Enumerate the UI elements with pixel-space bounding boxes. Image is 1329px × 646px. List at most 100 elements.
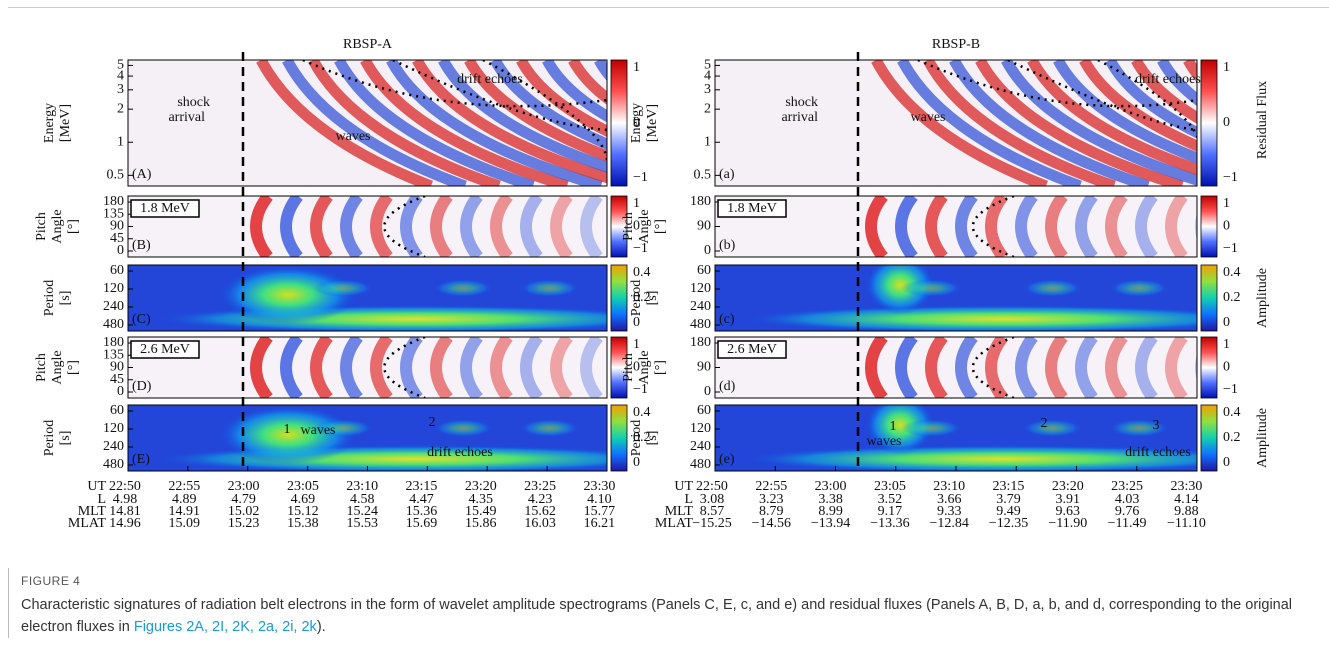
y-axis-label: Pitch [34, 212, 49, 241]
colorbar-label: 0 [633, 455, 640, 470]
y-tick-label: 0 [117, 384, 124, 399]
ephemeris-value: 9.49 [996, 504, 1021, 519]
colorbar-label: −1 [1223, 382, 1238, 397]
y-tick-label: 180 [103, 194, 124, 209]
ephemeris-label: L [97, 492, 106, 507]
band [739, 305, 1197, 331]
colorbar [610, 264, 628, 332]
flux-stripe [1131, 60, 1197, 124]
ephemeris-label: UT [87, 479, 106, 494]
flux-arc [520, 196, 543, 257]
ephemeris-value: −13.36 [870, 516, 909, 531]
tag: 2.6 MeV [727, 342, 777, 357]
tag-box [130, 199, 200, 218]
flux-arc [430, 337, 453, 398]
ephemeris-value: −11.90 [1048, 516, 1087, 531]
colorbar-label: 1 [633, 337, 640, 352]
colorbar-label: 0.2 [633, 290, 651, 305]
y-tick-label: 2 [704, 101, 711, 116]
panel-frame [127, 59, 608, 187]
flux-arc [895, 196, 918, 257]
y-tick-label: 120 [690, 281, 711, 296]
ephemeris-value: 22:50 [109, 479, 141, 494]
ephemeris-value: 14.96 [109, 516, 141, 531]
flux-arc [1015, 196, 1038, 257]
y-tick-label: 45 [110, 231, 124, 246]
annotation: waves [911, 110, 946, 125]
flux-arc [400, 337, 423, 398]
ephemeris-label: L [684, 492, 693, 507]
ephemeris-value: 4.89 [172, 492, 197, 507]
colorbar-label: 0 [633, 219, 640, 234]
y-axis-label: [°] [66, 360, 81, 375]
colorbar-label: 1 [633, 196, 640, 211]
colorbar [1200, 336, 1218, 399]
colorbar [1200, 404, 1218, 472]
blob [519, 419, 580, 438]
ephemeris-value: 22:55 [755, 479, 787, 494]
panel [128, 196, 607, 257]
ephemeris-label: UT [674, 479, 693, 494]
blob [433, 419, 494, 438]
colorbar-label: 0.4 [1223, 265, 1241, 280]
flux-stripe [1001, 60, 1197, 186]
ephemeris-value: 4.23 [528, 492, 553, 507]
dotted-curve [392, 60, 607, 132]
y-axis-label: [s] [645, 291, 660, 306]
flux-arc [1135, 337, 1158, 398]
y-tick-label: 135 [103, 347, 124, 362]
ephemeris-value: 4.03 [1115, 492, 1140, 507]
y-axis-label: [°] [653, 219, 668, 234]
y-tick-label: 180 [103, 335, 124, 350]
annotation: waves [301, 423, 336, 438]
blob [865, 265, 935, 315]
y-tick-label: 480 [690, 457, 711, 472]
colorbar-label: 0 [1223, 115, 1230, 130]
ephemeris-value: 15.62 [524, 504, 556, 519]
flux-stripe [975, 60, 1184, 186]
flux-arc [925, 337, 948, 398]
panel-letter: (c) [719, 312, 735, 327]
ephemeris-value: 23:10 [346, 479, 378, 494]
flux-stripe [464, 60, 607, 162]
colorbar-label: 0.2 [633, 430, 651, 445]
annotation: drift echoes [1125, 445, 1191, 460]
ephemeris-value: 3.79 [996, 492, 1021, 507]
annotation: drift echoes [457, 72, 523, 87]
annotation: drift echoes [1135, 72, 1201, 87]
flux-arc [280, 196, 303, 257]
ephemeris-value: 9.33 [937, 504, 962, 519]
colorbar-label: 0 [1223, 455, 1230, 470]
flux-arc [340, 337, 363, 398]
blob [1109, 279, 1170, 298]
colorbar [610, 404, 628, 472]
y-tick-label: 180 [690, 335, 711, 350]
y-axis-label: Period [42, 420, 57, 457]
y-tick-label: 1 [704, 134, 711, 149]
blob [433, 279, 494, 298]
y-tick-label: 45 [110, 372, 124, 387]
y-axis-label: Pitch [34, 353, 49, 382]
flux-arc [490, 196, 513, 257]
y-tick-label: 90 [697, 219, 711, 234]
ephemeris-value: 4.47 [409, 492, 434, 507]
ephemeris-value: 15.36 [406, 504, 438, 519]
ephemeris-value: 22:55 [168, 479, 200, 494]
y-axis-label: Angle [637, 350, 652, 384]
ephemeris-value: 23:25 [524, 479, 556, 494]
flux-stripe [1053, 60, 1197, 164]
ephemeris-value: 22:50 [696, 479, 728, 494]
colorbar-label: 0 [1223, 219, 1230, 234]
panel-letter: (E) [132, 452, 150, 467]
ephemeris-value: 4.35 [469, 492, 494, 507]
ephemeris-value: 23:20 [1052, 479, 1084, 494]
flux-arc [520, 337, 543, 398]
ephemeris-value: 15.86 [465, 516, 497, 531]
colorbar-label: 0 [1223, 315, 1230, 330]
panel-letter: (B) [132, 238, 151, 253]
tag: 2.6 MeV [140, 342, 190, 357]
figure-link[interactable]: Figures 2A, 2I, 2K, 2a, 2i, 2k [133, 619, 317, 635]
spectrogram [128, 337, 607, 398]
flux-arc [340, 196, 363, 257]
ephemeris-value: 15.09 [169, 516, 201, 531]
